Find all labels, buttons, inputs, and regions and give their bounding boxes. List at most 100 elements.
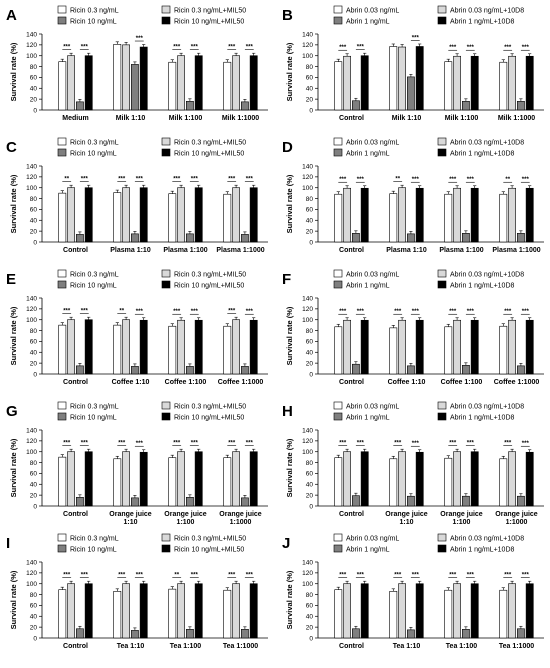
legend-label: Ricin 0.3 ng/mL+MIL50 <box>174 536 246 543</box>
bar <box>168 457 177 507</box>
significance-label: *** <box>191 441 199 447</box>
bar <box>84 451 93 507</box>
y-tick-label: 40 <box>306 86 314 93</box>
legend-swatch <box>161 533 171 542</box>
x-category-label-line: Control <box>63 379 88 386</box>
bar <box>84 187 93 243</box>
y-tick-label: 60 <box>30 339 38 346</box>
legend-label: Ricin 10 ng/mL+MIL50 <box>174 415 244 422</box>
y-tick-label: 120 <box>26 42 37 49</box>
significance-label: *** <box>118 441 126 447</box>
x-category-label-line: Tea 1:10 <box>393 643 421 650</box>
bar <box>343 319 351 375</box>
y-tick-label: 0 <box>309 371 313 378</box>
bar <box>67 55 75 111</box>
x-category-label: Coffee 1:1000 <box>494 379 540 386</box>
y-tick-label: 0 <box>33 503 37 510</box>
y-tick-label: 20 <box>30 360 38 367</box>
bar <box>67 187 75 243</box>
x-category-label: Control <box>339 115 364 122</box>
bar <box>168 61 177 111</box>
x-category-label-line: Coffee 1:10 <box>112 379 150 386</box>
significance-label: *** <box>394 309 402 315</box>
legend-swatch <box>57 148 67 157</box>
panel-letter: I <box>6 535 10 552</box>
bar <box>232 319 240 375</box>
x-category-label: Coffee 1:10 <box>388 379 426 386</box>
y-tick-label: 20 <box>306 624 314 631</box>
y-tick-label: 0 <box>309 635 313 642</box>
bar <box>194 187 203 243</box>
significance-label: *** <box>136 177 144 183</box>
bar <box>398 46 406 111</box>
legend-swatch <box>161 148 171 157</box>
bar <box>186 497 194 507</box>
x-category-label: Tea 1:1000 <box>223 643 258 650</box>
x-category-label: Plasma 1:100 <box>439 247 483 254</box>
y-axis-label: Survival rate (%) <box>285 174 294 233</box>
panel-letter: E <box>6 271 16 288</box>
legend-swatch <box>437 280 447 289</box>
legend-swatch <box>161 5 171 14</box>
bar <box>360 55 369 111</box>
x-category-label-line: Coffee 1:1000 <box>494 379 540 386</box>
x-category-label-line: Control <box>339 379 364 386</box>
legend-swatch <box>57 269 67 278</box>
legend-label: Ricin 0.3 ng/mL <box>70 536 119 543</box>
significance-label: ** <box>119 309 124 315</box>
bar <box>223 457 232 507</box>
x-category-label-line: Tea 1:10 <box>117 643 145 650</box>
significance-label: *** <box>449 573 457 579</box>
bar <box>499 458 508 507</box>
bar <box>131 497 139 507</box>
x-category-label: Orange juice 1:1000 <box>495 511 538 526</box>
legend-swatch <box>57 16 67 25</box>
significance-label: *** <box>63 573 71 579</box>
x-category-label: Control <box>339 379 364 386</box>
legend-swatch <box>161 269 171 278</box>
y-tick-label: 0 <box>33 635 37 642</box>
legend-label: Abrin 1 ng/mL <box>346 283 390 290</box>
x-category-label: Tea 1:100 <box>170 643 201 650</box>
panel-letter: A <box>6 7 17 24</box>
panel-j: J Abrin 0.03 ng/mL Abrin 0.03 ng/mL+10D8 Ab… <box>282 533 544 650</box>
bar <box>470 55 479 111</box>
bar <box>67 319 75 375</box>
significance-label: *** <box>449 441 457 447</box>
legend-swatch <box>333 544 343 553</box>
bar <box>499 589 508 639</box>
bar <box>462 629 470 639</box>
bar <box>113 591 122 639</box>
significance-label: *** <box>504 573 512 579</box>
bar <box>508 187 516 243</box>
bar <box>407 495 415 507</box>
bar <box>232 451 240 507</box>
legend-swatch <box>161 401 171 410</box>
significance-label: ** <box>64 177 69 183</box>
bar <box>398 187 406 243</box>
bar <box>223 193 232 243</box>
legend-label: Ricin 0.3 ng/mL <box>70 8 119 15</box>
significance-label: *** <box>339 441 347 447</box>
y-tick-label: 40 <box>306 350 314 357</box>
x-category-label: Control <box>63 247 88 254</box>
y-axis-label: Survival rate (%) <box>9 306 18 365</box>
y-tick-label: 80 <box>306 328 314 335</box>
significance-label: *** <box>357 177 365 183</box>
bar <box>241 629 249 639</box>
bar <box>525 319 534 375</box>
y-tick-label: 80 <box>306 592 314 599</box>
significance-label: *** <box>339 45 347 51</box>
bar <box>58 61 67 111</box>
significance-label: *** <box>357 441 365 447</box>
bar <box>343 55 351 111</box>
panel-f: F Abrin 0.03 ng/mL Abrin 0.03 ng/mL+10D8 Ab… <box>282 269 544 386</box>
x-category-label-line: Control <box>339 247 364 254</box>
bar <box>517 628 525 639</box>
significance-label: *** <box>246 441 254 447</box>
x-category-label: Control <box>339 643 364 650</box>
bar <box>84 55 93 111</box>
y-tick-label: 40 <box>306 218 314 225</box>
significance-label: *** <box>412 441 420 447</box>
legend-label: Abrin 1 ng/mL+10D8 <box>450 19 515 26</box>
